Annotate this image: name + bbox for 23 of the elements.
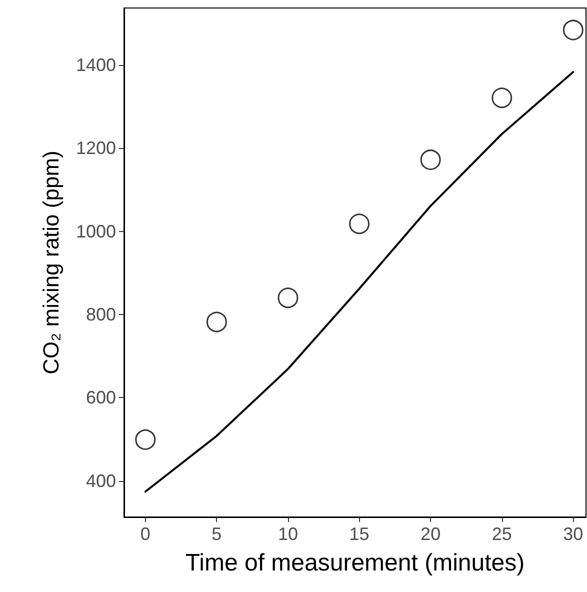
x-tick-label: 15 xyxy=(349,524,370,544)
x-tick-label: 0 xyxy=(140,524,150,544)
x-tick-label: 5 xyxy=(212,524,222,544)
x-tick-label: 20 xyxy=(420,524,441,544)
y-tick-label: 800 xyxy=(86,304,116,324)
point xyxy=(278,288,298,308)
y-tick-label: 1400 xyxy=(76,54,116,75)
point xyxy=(420,150,441,170)
y-tick-label: 600 xyxy=(86,388,116,408)
point xyxy=(135,429,156,450)
y-tick-label: 1000 xyxy=(76,221,116,242)
y-tick-label: 400 xyxy=(86,470,116,491)
x-axis-title: Time of measurement (minutes) xyxy=(185,550,525,576)
y-axis-title: CO₂ mixing ratio (ppm) xyxy=(38,150,64,374)
point xyxy=(206,312,227,332)
x-tick-label: 30 xyxy=(563,524,584,544)
x-tick-label: 25 xyxy=(492,524,512,544)
point xyxy=(349,214,370,234)
y-tick-label: 1200 xyxy=(76,138,116,158)
line-series xyxy=(144,71,574,493)
point xyxy=(492,88,512,108)
x-tick-label: 10 xyxy=(278,524,298,544)
point xyxy=(562,20,584,40)
